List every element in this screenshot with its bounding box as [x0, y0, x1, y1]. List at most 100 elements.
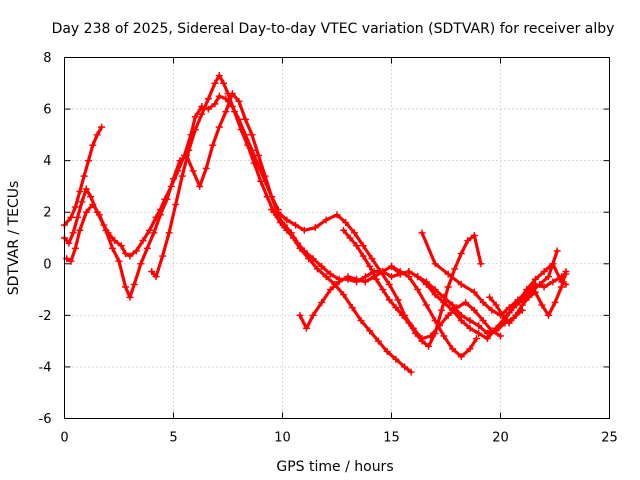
data-point — [202, 164, 210, 172]
data-point — [257, 177, 265, 185]
data-point — [178, 172, 186, 180]
data-point — [95, 211, 103, 219]
data-point — [525, 293, 533, 301]
data-point — [263, 193, 271, 201]
data-point — [466, 324, 474, 332]
data-point — [457, 317, 465, 325]
chart-title: Day 238 of 2025, Sidereal Day-to-day VTE… — [52, 21, 615, 37]
x-tick-label: 20 — [492, 431, 509, 446]
data-point — [523, 286, 531, 294]
data-point — [558, 278, 566, 286]
data-point — [292, 221, 300, 229]
y-tick-label: -6 — [39, 412, 52, 427]
data-point — [255, 151, 263, 159]
data-point — [139, 237, 147, 245]
data-point — [322, 273, 330, 281]
data-point — [241, 115, 249, 123]
data-point — [189, 167, 197, 175]
plot-frame — [64, 57, 610, 419]
data-point — [505, 309, 513, 317]
data-point — [438, 306, 446, 314]
y-tick-label: 0 — [43, 257, 51, 272]
data-point — [359, 252, 367, 260]
data-point — [250, 159, 258, 167]
data-point — [562, 280, 570, 288]
data-point — [366, 262, 374, 270]
series-line — [150, 73, 413, 374]
series-sat-a — [61, 123, 106, 229]
data-point — [353, 275, 361, 283]
data-point — [379, 286, 387, 294]
y-tick-label: 6 — [43, 103, 51, 118]
data-point — [281, 221, 289, 229]
data-point — [444, 283, 452, 291]
data-point — [440, 332, 448, 340]
data-point — [300, 247, 308, 255]
data-point — [462, 298, 470, 306]
x-tick-label: 15 — [383, 431, 400, 446]
data-point — [457, 280, 465, 288]
data-point — [220, 79, 228, 87]
data-point — [350, 229, 358, 237]
data-point — [518, 301, 526, 309]
data-point — [398, 311, 406, 319]
data-point — [146, 226, 154, 234]
data-point — [361, 278, 369, 286]
data-point — [414, 273, 422, 281]
data-point — [326, 286, 334, 294]
data-point — [353, 242, 361, 250]
data-point — [449, 345, 457, 353]
data-point — [132, 247, 140, 255]
data-point — [137, 260, 145, 268]
data-point — [211, 100, 219, 108]
data-point — [497, 322, 504, 330]
data-point — [76, 188, 84, 196]
data-point — [231, 108, 239, 116]
data-point — [392, 304, 400, 312]
data-point — [440, 298, 448, 306]
data-point — [483, 335, 491, 343]
data-point — [170, 175, 177, 183]
data-point — [470, 306, 478, 314]
data-point — [473, 335, 481, 343]
data-point — [366, 327, 374, 335]
data-point — [287, 229, 295, 237]
data-point — [163, 195, 171, 203]
data-point — [126, 252, 134, 260]
data-point — [172, 200, 180, 208]
series-line — [298, 264, 479, 359]
data-point — [449, 306, 457, 314]
data-point — [89, 200, 97, 208]
data-point — [176, 157, 184, 165]
data-point — [392, 355, 400, 363]
series-sat-d — [148, 72, 415, 376]
data-point — [71, 244, 79, 252]
data-point — [401, 363, 409, 371]
data-point — [394, 296, 402, 304]
data-point — [388, 273, 395, 281]
data-point — [102, 226, 110, 234]
series-line — [389, 249, 559, 341]
data-point — [538, 301, 546, 309]
data-point — [67, 257, 75, 265]
series-sat-k — [486, 268, 570, 327]
data-point — [418, 229, 426, 237]
data-point — [357, 317, 365, 325]
data-point — [479, 317, 487, 325]
data-point — [359, 242, 367, 250]
data-point — [318, 262, 326, 270]
data-point — [78, 198, 86, 206]
data-point — [475, 329, 483, 337]
data-point — [407, 368, 415, 376]
data-point — [274, 208, 282, 216]
data-point — [379, 268, 387, 276]
series-line — [341, 228, 483, 348]
data-point — [322, 216, 330, 224]
data-point — [302, 324, 310, 332]
y-axis-label: SDTVAR / TECUs — [6, 181, 22, 296]
series-line — [276, 210, 503, 341]
data-point — [261, 172, 269, 180]
series-line — [420, 231, 568, 317]
data-point — [222, 108, 230, 116]
